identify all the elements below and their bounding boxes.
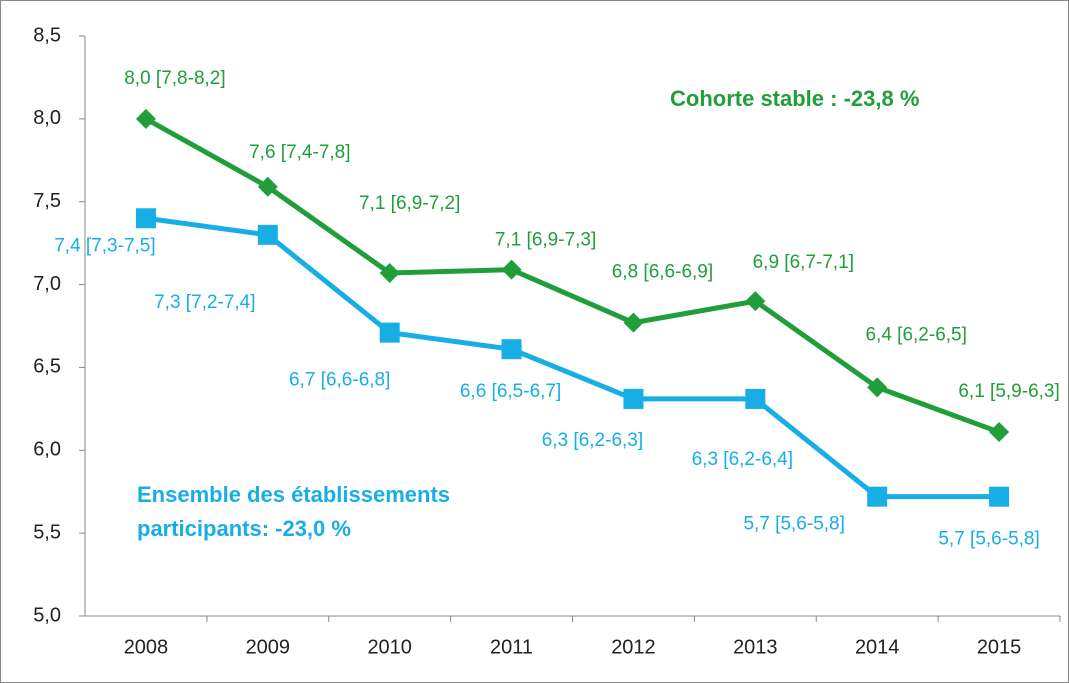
y-tick-label: 7,0 — [33, 273, 61, 295]
x-tick-label: 2012 — [611, 636, 656, 658]
marker — [135, 108, 156, 129]
marker — [989, 422, 1010, 443]
series-line — [145, 215, 1000, 500]
marker — [623, 312, 644, 333]
marker — [257, 224, 278, 245]
marker — [501, 259, 522, 280]
data-label: 7,4 [7,3-7,5] — [54, 235, 155, 256]
x-tick-label: 2015 — [977, 636, 1022, 658]
y-tick-label: 6,5 — [33, 356, 61, 378]
marker — [989, 486, 1010, 507]
y-tick-label: 8,5 — [33, 24, 61, 46]
data-label: 5,7 [5,6-5,8] — [938, 529, 1039, 550]
data-label: 7,1 [6,9-7,3] — [495, 230, 596, 251]
data-label: 7,6 [7,4-7,8] — [249, 142, 350, 163]
x-tick-label: 2014 — [855, 636, 900, 658]
data-label: 7,1 [6,9-7,2] — [359, 193, 460, 214]
marker — [257, 176, 278, 197]
data-label: 6,9 [6,7-7,1] — [753, 252, 854, 273]
marker — [135, 208, 156, 229]
data-label: 7,3 [7,2-7,4] — [154, 292, 255, 313]
data-label: 6,3 [6,2-6,4] — [692, 449, 793, 470]
marker — [867, 377, 888, 398]
data-label: 6,1 [5,9-6,3] — [958, 381, 1059, 402]
series-annotation: Ensemble des établissements participants… — [137, 482, 451, 541]
marker — [379, 262, 400, 283]
marker — [623, 388, 644, 409]
x-tick-label: 2011 — [490, 636, 533, 658]
marker — [745, 291, 766, 312]
data-label: 6,3 [6,2-6,3] — [542, 430, 643, 451]
marker — [745, 388, 766, 409]
marker — [379, 322, 400, 343]
y-tick-label: 8,0 — [33, 107, 61, 129]
y-tick-label: 7,5 — [33, 190, 61, 212]
marker — [867, 486, 888, 507]
marker — [501, 339, 522, 360]
y-tick-label: 6,0 — [33, 439, 61, 461]
series-annotation: Cohorte stable : -23,8 % — [670, 86, 920, 111]
y-tick-label: 5,5 — [33, 521, 61, 543]
data-label: 8,0 [7,8-8,2] — [124, 68, 225, 89]
x-tick-label: 2010 — [367, 636, 412, 658]
data-label: 6,6 [6,5-6,7] — [460, 381, 561, 402]
x-tick-label: 2009 — [246, 636, 291, 658]
data-label: 6,4 [6,2-6,5] — [865, 324, 966, 345]
data-label: 5,7 [5,6-5,8] — [743, 514, 844, 535]
data-label: 6,7 [6,6-6,8] — [289, 370, 390, 391]
data-label: 6,8 [6,6-6,9] — [612, 262, 713, 283]
y-tick-label: 5,0 — [33, 604, 61, 626]
x-tick-label: 2013 — [733, 636, 778, 658]
series-line — [144, 116, 1000, 435]
x-tick-label: 2008 — [124, 636, 169, 658]
